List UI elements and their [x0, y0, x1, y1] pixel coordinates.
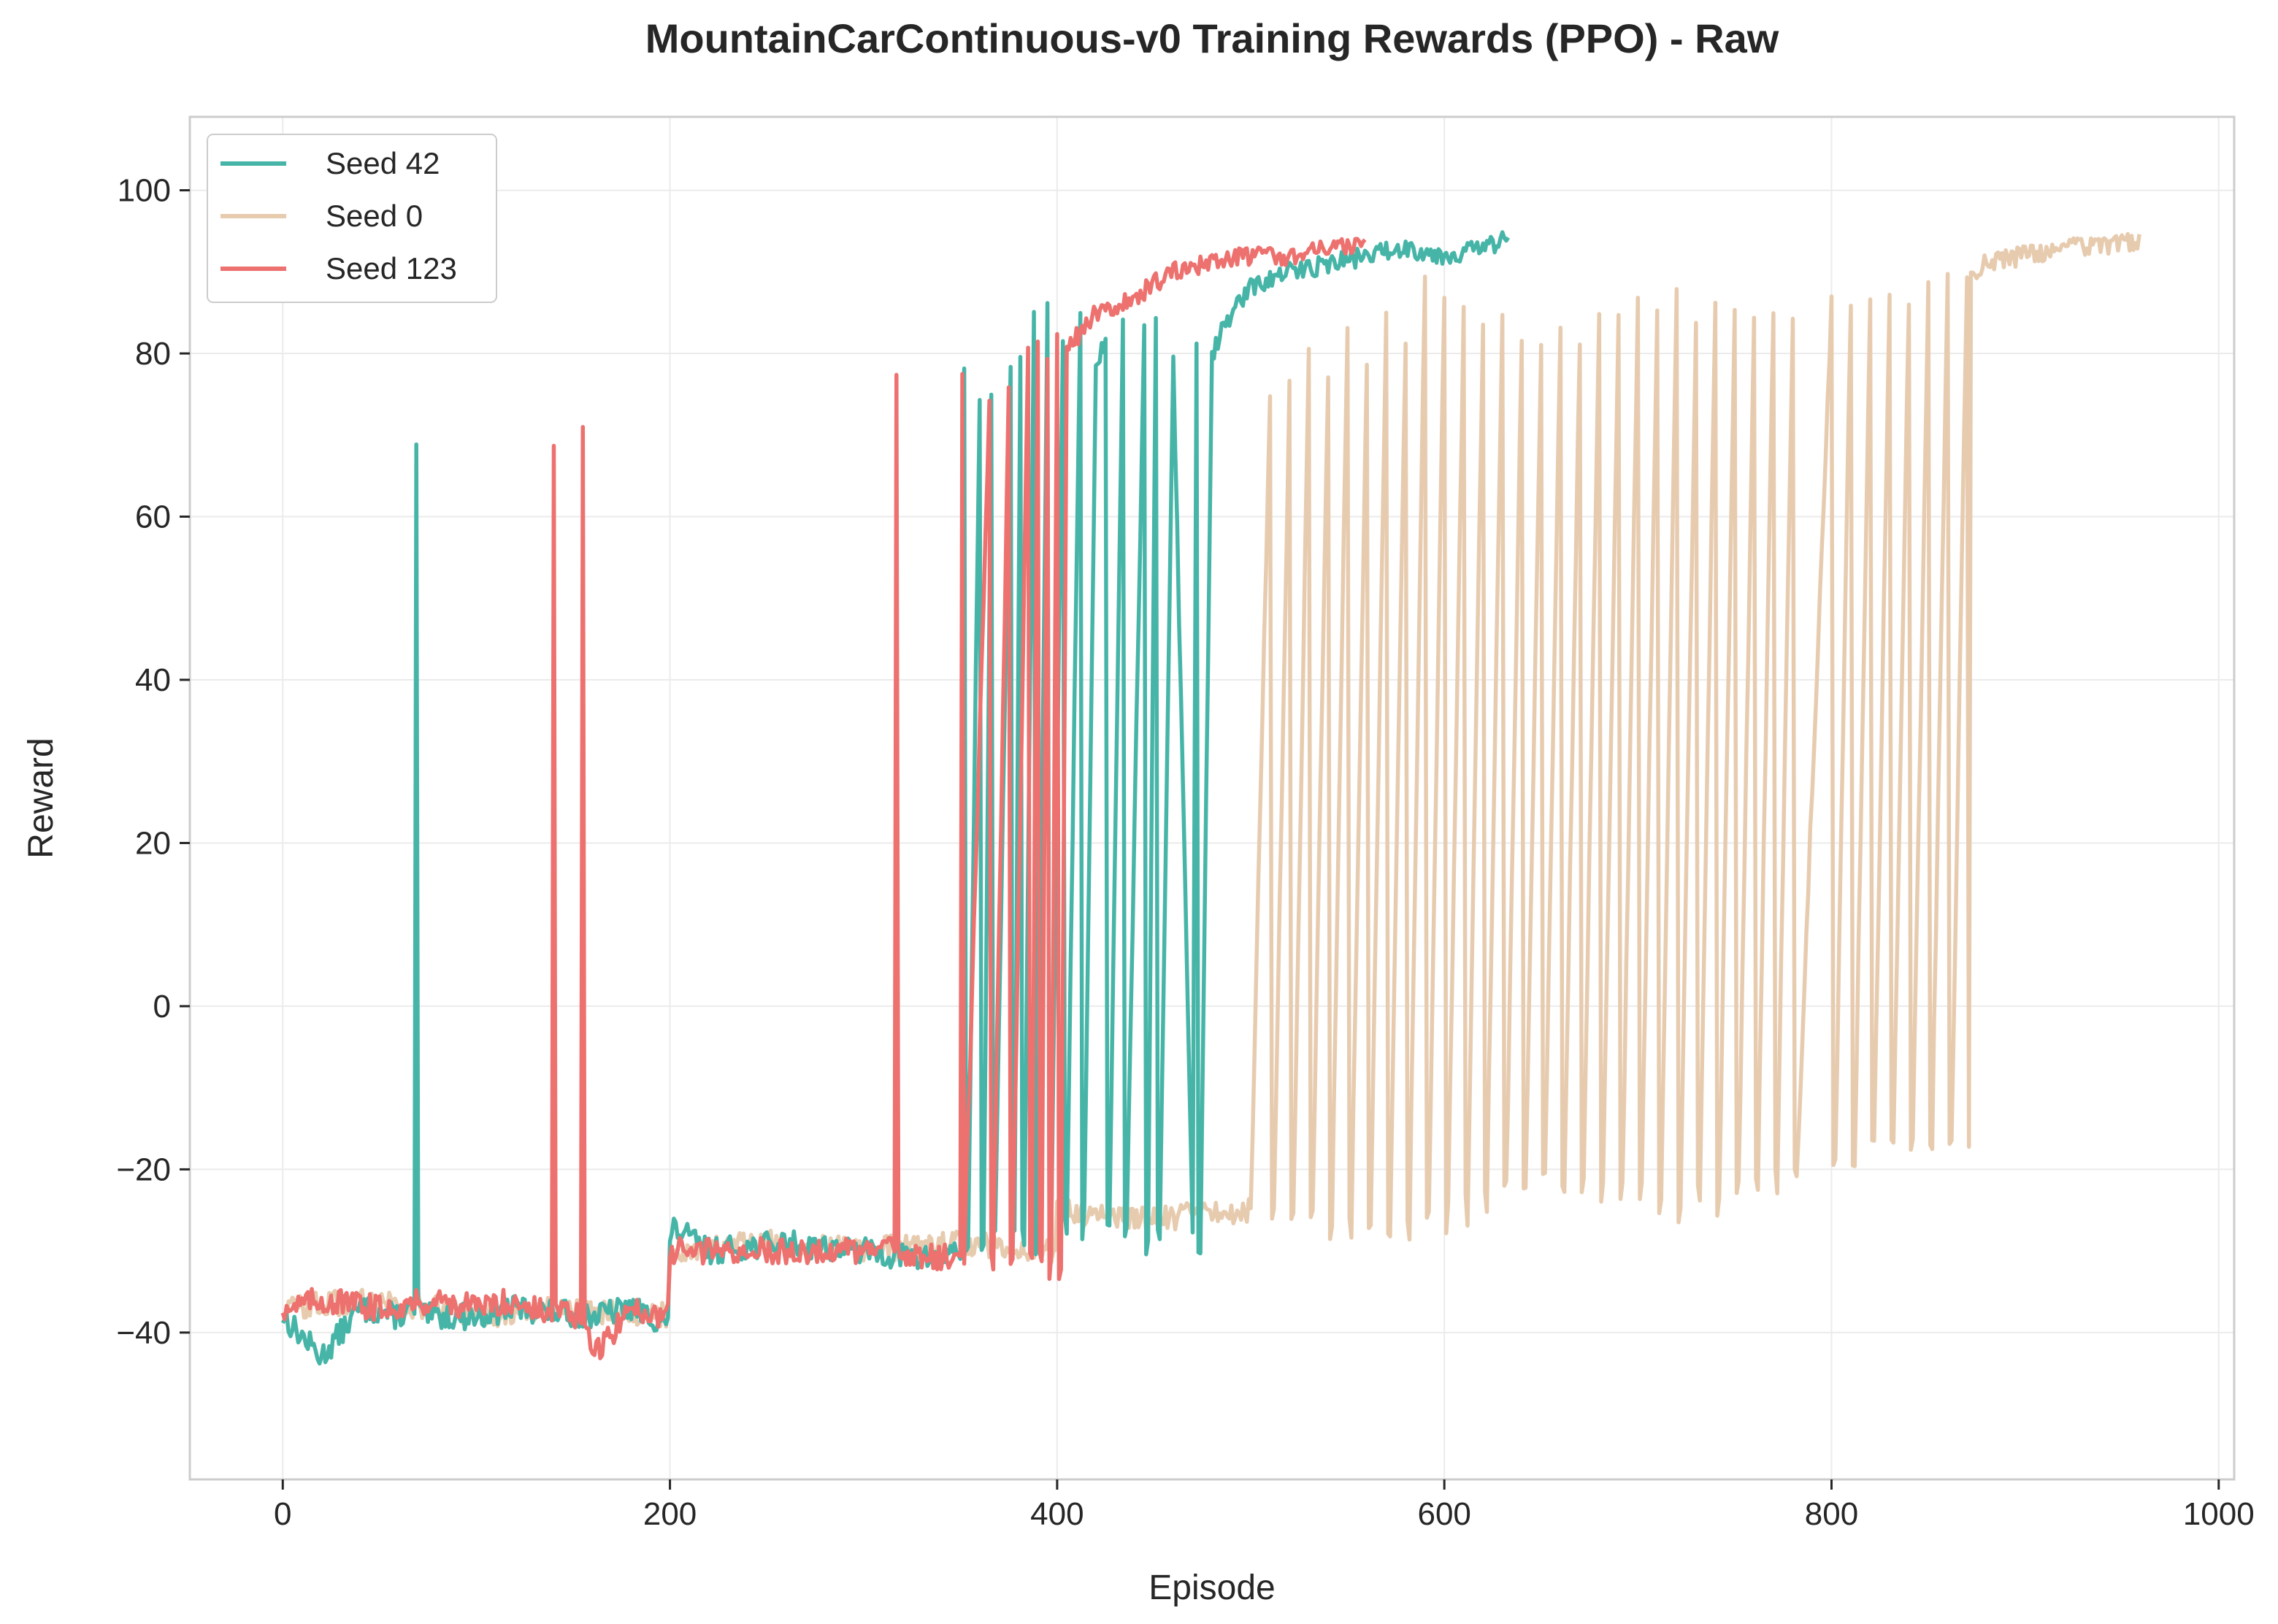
legend-label-seed-42: Seed 42: [326, 146, 440, 180]
y-tick-label: −40: [116, 1315, 171, 1351]
legend: Seed 42 Seed 0 Seed 123: [207, 134, 497, 303]
x-axis-label: Episode: [1148, 1569, 1275, 1607]
series-layer: [280, 230, 2141, 1366]
y-axis-label: Reward: [22, 738, 61, 858]
y-tick-label: 20: [135, 825, 171, 861]
x-tick-label: 400: [1030, 1496, 1084, 1532]
chart-title: MountainCarContinuous-v0 Training Reward…: [645, 15, 1779, 61]
x-tick-label: 1000: [2183, 1496, 2255, 1532]
legend-label-seed-123: Seed 123: [326, 251, 457, 286]
y-tick-label: 80: [135, 336, 171, 372]
legend-label-seed-0: Seed 0: [326, 199, 423, 233]
x-tick-label: 800: [1805, 1496, 1858, 1532]
legend-box: [207, 134, 497, 303]
x-tick-label: 0: [274, 1496, 291, 1532]
y-tick-label: −20: [116, 1152, 171, 1187]
y-tick-label: 100: [118, 173, 171, 209]
y-tick-label: 60: [135, 499, 171, 535]
plot-frame: [188, 115, 2236, 1481]
ticks: 0 200 400 600 800 1000 −40 −20 0 20 40 60 80 100: [116, 173, 2254, 1532]
y-tick-label: 40: [135, 662, 171, 698]
x-tick-label: 200: [643, 1496, 697, 1532]
series-line-seed-123: [280, 237, 1367, 1360]
x-tick-label: 600: [1417, 1496, 1470, 1532]
y-tick-label: 0: [153, 989, 171, 1024]
